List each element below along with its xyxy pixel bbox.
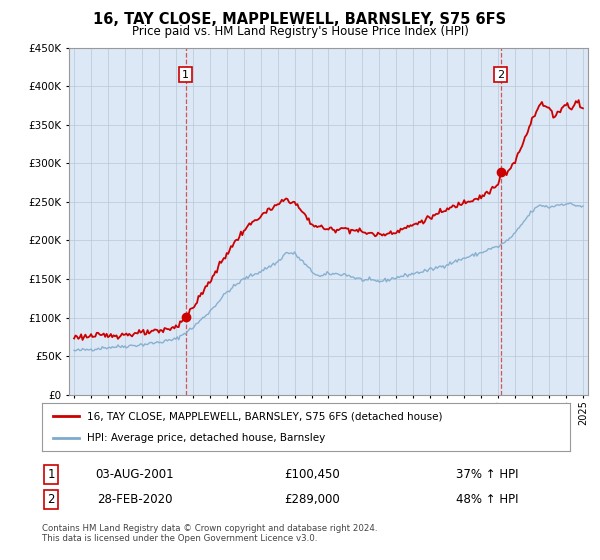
Text: 03-AUG-2001: 03-AUG-2001 xyxy=(95,468,175,481)
Text: £289,000: £289,000 xyxy=(284,493,340,506)
Text: 1: 1 xyxy=(47,468,55,481)
Text: 2: 2 xyxy=(47,493,55,506)
Text: 28-FEB-2020: 28-FEB-2020 xyxy=(97,493,173,506)
Text: Price paid vs. HM Land Registry's House Price Index (HPI): Price paid vs. HM Land Registry's House … xyxy=(131,25,469,38)
Text: Contains HM Land Registry data © Crown copyright and database right 2024.
This d: Contains HM Land Registry data © Crown c… xyxy=(42,524,377,543)
Text: 37% ↑ HPI: 37% ↑ HPI xyxy=(456,468,518,481)
Text: 16, TAY CLOSE, MAPPLEWELL, BARNSLEY, S75 6FS: 16, TAY CLOSE, MAPPLEWELL, BARNSLEY, S75… xyxy=(94,12,506,27)
Text: 1: 1 xyxy=(182,69,189,80)
Text: £100,450: £100,450 xyxy=(284,468,340,481)
Text: HPI: Average price, detached house, Barnsley: HPI: Average price, detached house, Barn… xyxy=(87,433,325,443)
Text: 2: 2 xyxy=(497,69,505,80)
Text: 16, TAY CLOSE, MAPPLEWELL, BARNSLEY, S75 6FS (detached house): 16, TAY CLOSE, MAPPLEWELL, BARNSLEY, S75… xyxy=(87,411,442,421)
Text: 48% ↑ HPI: 48% ↑ HPI xyxy=(456,493,518,506)
